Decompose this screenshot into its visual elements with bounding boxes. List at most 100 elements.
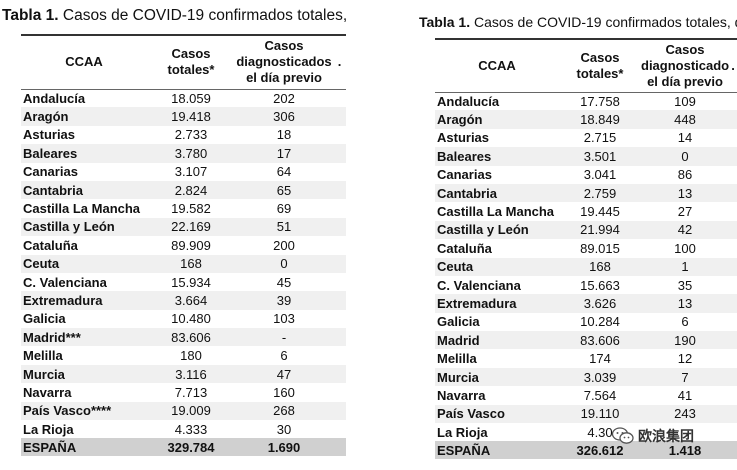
region-name: Canarias (437, 167, 492, 183)
left-title-bold: Tabla 1. (2, 7, 59, 24)
casos-prev-cell: 202 (273, 90, 295, 106)
table-row: Galicia 10.480 103 (21, 310, 346, 328)
row-pad (729, 276, 737, 294)
casos-totales-cell: 10.284 (580, 314, 620, 330)
row-pad (729, 129, 737, 147)
row-pad (333, 273, 346, 291)
table-row: Canarias 3.041 86 (435, 166, 737, 184)
region-name: Aragón (437, 112, 483, 128)
casos-prev-cell: 448 (674, 112, 696, 128)
casos-totales-cell: 174 (589, 351, 611, 367)
casos-prev-cell: 30 (276, 421, 292, 437)
region-name: Murcia (437, 369, 479, 385)
casos-prev-cell: 109 (674, 93, 696, 109)
table-row: Andalucía 17.758 109 (435, 92, 737, 110)
casos-prev-cell: 13 (677, 185, 693, 201)
row-pad (729, 221, 737, 239)
region-name: Castilla y León (437, 222, 529, 238)
table-row: Melilla 174 12 (435, 349, 737, 367)
casos-totales-cell: 19.418 (171, 109, 211, 125)
region-name: Extremadura (437, 295, 517, 311)
table-row: Aragón 18.849 448 (435, 110, 737, 129)
region-name: Baleares (437, 148, 492, 164)
table-row: Madrid 83.606 190 (435, 331, 737, 350)
right-header-rule (435, 92, 737, 93)
table-row: Asturias 2.715 14 (435, 129, 737, 147)
row-pad (729, 386, 737, 404)
casos-prev-cell: 35 (677, 277, 693, 293)
region-name: Canarias (23, 164, 78, 180)
region-name: Navarra (23, 384, 72, 400)
row-pad (333, 346, 346, 364)
region-name: Asturias (23, 127, 76, 143)
casos-totales-cell: 168 (180, 256, 202, 272)
region-name: Cataluña (437, 240, 492, 256)
casos-totales-cell: 4.30 (587, 424, 613, 440)
casos-totales-cell: 3.116 (175, 366, 207, 382)
header-diagnosticados: Casos diagnosticados el día previo (641, 41, 729, 89)
casos-prev-cell: 6 (681, 314, 689, 330)
casos-totales-cell: 22.169 (171, 219, 211, 235)
region-name: Cantabria (23, 182, 83, 198)
casos-totales-cell: 3.107 (174, 164, 208, 180)
casos-totales-cell: 19.445 (580, 204, 620, 220)
left-data-table: CCAA Casos totales* Casos diagnosticados… (21, 34, 346, 457)
table-row: Galicia 10.284 6 (435, 313, 737, 331)
row-pad (729, 147, 737, 165)
row-pad (729, 202, 737, 220)
casos-prev-cell: - (281, 329, 287, 345)
casos-totales-cell: 7.713 (174, 384, 208, 400)
table-row: Cantabria 2.759 13 (435, 183, 737, 203)
table-row: La Rioja 4.333 30 (21, 420, 346, 438)
casos-prev-cell: 47 (276, 366, 292, 382)
casos-prev-cell: 6 (280, 348, 288, 364)
row-pad (729, 239, 737, 257)
casos-prev-cell: 12 (677, 351, 693, 367)
table-row: Murcia 3.039 7 (435, 367, 737, 387)
table-row: Castilla La Mancha 19.582 69 (21, 199, 346, 217)
casos-prev-cell: 268 (273, 403, 295, 419)
table-row: La Rioja 4.30 (435, 423, 737, 441)
casos-totales-cell: 3.780 (174, 145, 208, 161)
row-pad (729, 313, 737, 331)
table-row: Melilla 180 6 (21, 346, 346, 364)
casos-totales-cell: 3.039 (583, 369, 617, 385)
table-row: País Vasco**** 19.009 268 (21, 401, 346, 421)
header-diagnosticados: Casos diagnosticados el día previo (236, 37, 332, 85)
casos-prev-cell: 39 (276, 292, 292, 308)
header-ccaa: CCAA (478, 57, 516, 73)
casos-prev-cell: 17 (276, 145, 292, 161)
casos-prev-cell: 51 (276, 219, 292, 235)
casos-totales-cell: 10.480 (171, 311, 211, 327)
casos-totales-cell: 19.009 (171, 403, 211, 419)
casos-totales-cell: 15.663 (580, 277, 620, 293)
table-row: Murcia 3.116 47 (21, 364, 346, 384)
table-row: País Vasco 19.110 243 (435, 404, 737, 424)
row-pad (729, 166, 737, 184)
right-data-table: CCAA Casos totales* Casos diagnosticados… (435, 39, 737, 460)
row-pad (333, 218, 346, 236)
region-name: C. Valenciana (437, 277, 521, 293)
table-row: Andalucía 18.059 202 (21, 89, 346, 107)
region-name: Madrid*** (23, 329, 81, 345)
region-name: Cataluña (23, 237, 78, 253)
table-row: Canarias 3.107 64 (21, 163, 346, 181)
header-casos-totales: Casos totales* (576, 49, 624, 81)
casos-totales-cell: 21.994 (580, 222, 620, 238)
table-row: Castilla La Mancha 19.445 27 (435, 202, 737, 220)
total-casos: 329.784 (167, 439, 215, 455)
row-pad (729, 92, 737, 110)
casos-totales-cell: 4.333 (174, 421, 208, 437)
casos-totales-cell: 180 (180, 348, 202, 364)
table-row: Cataluña 89.015 100 (435, 239, 737, 257)
table-row: Asturias 2.733 18 (21, 126, 346, 144)
table-row: Extremadura 3.626 13 (435, 294, 737, 313)
watermark-text: 欧浪集团 (638, 428, 694, 444)
casos-totales-cell: 17.758 (580, 93, 620, 109)
region-name: Castilla y León (23, 219, 115, 235)
right-title-rest: Casos de COVID-19 confirmados totales, d… (470, 14, 737, 30)
row-pad (729, 110, 737, 128)
left-table-body: Andalucía 18.059 202 Aragón 19.418 306 Asturia… (21, 89, 346, 438)
casos-prev-cell: 41 (677, 387, 693, 403)
region-name: País Vasco (437, 406, 505, 422)
